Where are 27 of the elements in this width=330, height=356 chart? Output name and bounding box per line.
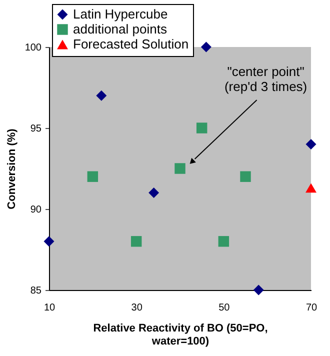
legend-label: Latin Hypercube bbox=[73, 6, 168, 22]
point bbox=[196, 122, 208, 134]
y-tick-label: 85 bbox=[30, 286, 42, 296]
point bbox=[306, 183, 316, 193]
point bbox=[253, 284, 264, 296]
point bbox=[306, 138, 316, 150]
point bbox=[200, 42, 212, 52]
point bbox=[87, 171, 98, 182]
x-tick-label: 50 bbox=[218, 302, 230, 314]
point bbox=[96, 90, 107, 101]
point bbox=[174, 163, 186, 174]
point bbox=[148, 188, 160, 198]
point bbox=[130, 236, 142, 247]
x-axis-title: Relative Reactivity of BO (50=PO, water=100) bbox=[93, 322, 268, 348]
legend-label: Forecasted Solution bbox=[73, 36, 189, 52]
point bbox=[218, 236, 230, 247]
point bbox=[44, 236, 54, 247]
y-tick-label: 100 bbox=[24, 42, 42, 54]
legend-label: additional points bbox=[73, 22, 168, 36]
x-tick-label: 10 bbox=[44, 302, 56, 314]
y-tick-label: 90 bbox=[30, 204, 42, 216]
annotation: "center point" (rep'd 3 times) bbox=[224, 64, 308, 94]
point bbox=[240, 171, 251, 182]
x-tick-label: 30 bbox=[131, 302, 143, 314]
x-tick-label: 70 bbox=[306, 302, 318, 314]
y-axis-title: Conversion (%) bbox=[6, 128, 18, 210]
y-tick-label: 95 bbox=[30, 124, 42, 134]
